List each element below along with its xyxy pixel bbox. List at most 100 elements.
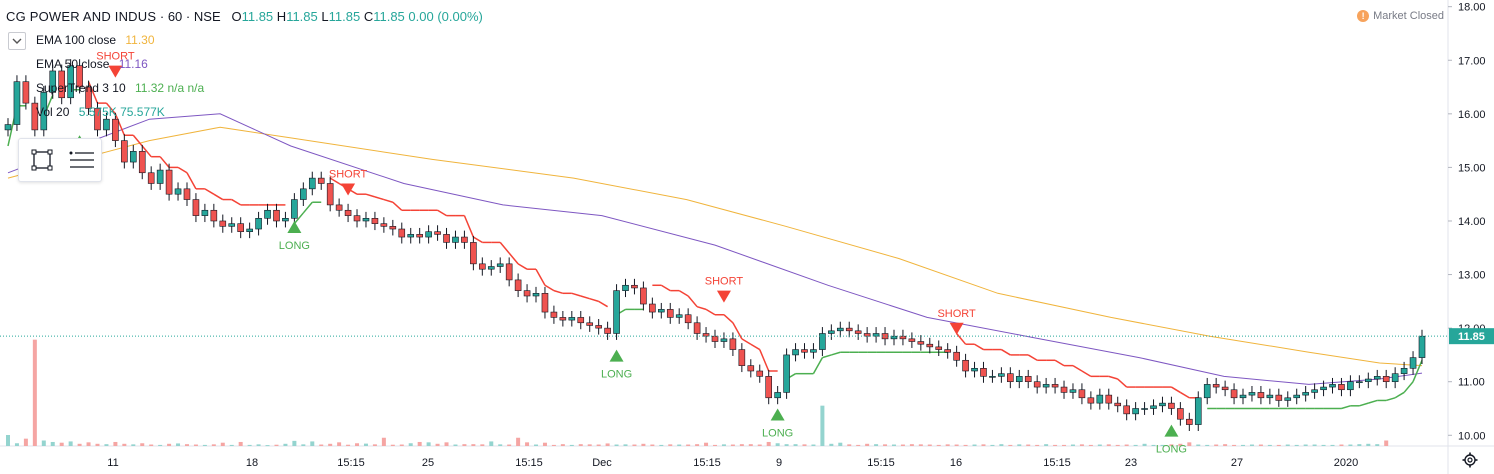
volume-bar xyxy=(202,444,207,446)
volume-bar xyxy=(1312,444,1317,446)
candle-body xyxy=(854,330,862,334)
candle-body xyxy=(371,218,379,224)
x-tick-label: 18 xyxy=(246,457,258,469)
gear-icon[interactable] xyxy=(1462,452,1478,468)
volume-bar xyxy=(1088,444,1093,446)
short-signal-marker xyxy=(108,65,123,78)
indicator-ema50[interactable]: EMA 50 close 11.16 xyxy=(36,57,148,71)
supertrend-segment xyxy=(437,209,447,217)
candle-body xyxy=(738,349,746,366)
y-tick-label: 14.00 xyxy=(1458,216,1486,228)
candle-body xyxy=(31,102,39,131)
candle-body xyxy=(282,218,289,222)
volume-bar xyxy=(122,443,127,446)
candle-body xyxy=(487,266,495,270)
volume-bar xyxy=(766,441,771,446)
candle-body xyxy=(962,359,969,372)
candle-body xyxy=(953,351,960,361)
candle-body xyxy=(326,183,334,206)
indicator-value: 5.575K 75.577K xyxy=(78,105,165,119)
candle-body xyxy=(702,333,710,337)
volume-bar xyxy=(444,442,449,446)
candle-body xyxy=(1248,392,1256,396)
volume-bar xyxy=(140,443,145,446)
indicator-supertrend[interactable]: SuperTrend 3 10 11.32 n/a n/a xyxy=(36,81,204,95)
volume-bar xyxy=(891,444,896,446)
candle-body xyxy=(836,327,844,332)
indicator-ema100[interactable]: EMA 100 close 11.30 xyxy=(36,33,155,47)
supertrend-segment xyxy=(392,201,403,211)
supertrend-segment xyxy=(329,177,340,185)
candle-body xyxy=(416,234,423,238)
volume-bar xyxy=(265,445,270,447)
volume-bar xyxy=(775,443,780,446)
volume-bar xyxy=(247,444,252,446)
volume-bar xyxy=(578,444,583,446)
volume-bar xyxy=(113,441,118,446)
volume-bar xyxy=(1330,444,1335,446)
volume-bar xyxy=(95,443,100,446)
supertrend-segment xyxy=(293,212,304,225)
volume-bar xyxy=(1151,444,1156,446)
volume-bar xyxy=(310,441,315,446)
volume-bar xyxy=(1106,444,1111,446)
long-signal-label: LONG xyxy=(1156,444,1187,456)
supertrend-segment xyxy=(1403,381,1414,393)
volume-bar xyxy=(945,444,950,446)
volume-bar xyxy=(1214,444,1219,446)
drawing-toolbox xyxy=(18,138,102,182)
volume-bar xyxy=(23,438,28,446)
collapse-legend-button[interactable] xyxy=(8,32,26,50)
supertrend-segment xyxy=(159,156,170,168)
candle-body xyxy=(1320,386,1327,391)
interval[interactable]: 60 xyxy=(167,9,183,24)
market-status[interactable]: ! Market Closed xyxy=(1357,10,1444,23)
volume-bar xyxy=(193,444,198,446)
last-price-badge xyxy=(1449,328,1494,345)
volume-bar xyxy=(811,444,816,446)
candle-body xyxy=(58,70,65,99)
symbol-name[interactable]: CG POWER AND INDUS xyxy=(6,9,157,24)
supertrend-segment xyxy=(1385,397,1396,402)
chevron-down-icon xyxy=(12,38,22,44)
candle-body xyxy=(94,108,101,131)
indicator-volume[interactable]: Vol 20 5.575K 75.577K xyxy=(36,105,165,119)
volume-bar xyxy=(695,444,700,446)
volume-bar xyxy=(927,444,932,446)
candle-body xyxy=(908,338,916,342)
rectangle-tool-icon[interactable] xyxy=(30,148,54,172)
supertrend-segment xyxy=(1368,399,1378,404)
candle-body xyxy=(443,234,450,243)
candle-body xyxy=(1186,418,1193,425)
volume-bar xyxy=(730,444,735,446)
y-tick-label: 13.00 xyxy=(1458,270,1486,282)
candle-body xyxy=(684,314,692,324)
menu-lines-icon[interactable] xyxy=(68,148,96,172)
candle-body xyxy=(308,177,316,190)
volume-bar xyxy=(220,442,225,446)
change-value: 0.00 (0.00%) xyxy=(408,9,483,24)
y-tick-label: 18.00 xyxy=(1458,2,1486,14)
volume-bar xyxy=(363,443,368,446)
candle-body xyxy=(1096,394,1104,404)
supertrend-segment xyxy=(1054,359,1065,367)
supertrend-segment xyxy=(472,236,483,244)
volume-bar xyxy=(32,339,37,446)
x-tick-label: 2020 xyxy=(1334,457,1358,469)
low-label: L xyxy=(321,9,329,24)
supertrend-segment xyxy=(759,349,770,372)
volume-bar xyxy=(453,444,458,446)
candle-body xyxy=(640,287,647,305)
supertrend-segment xyxy=(687,295,698,308)
volume-bar xyxy=(1223,444,1228,446)
candle-body xyxy=(1293,394,1301,399)
volume-bar xyxy=(1169,444,1174,446)
supertrend-segment xyxy=(589,297,599,303)
open-value: 11.85 xyxy=(241,9,274,24)
candle-body xyxy=(434,231,441,235)
supertrend-segment xyxy=(1171,386,1181,394)
volume-bar xyxy=(131,444,136,446)
supertrend-segment xyxy=(1081,370,1092,377)
ohlc-values: O11.85 H11.85 L11.85 C11.85 0.00 (0.00%) xyxy=(231,9,482,24)
